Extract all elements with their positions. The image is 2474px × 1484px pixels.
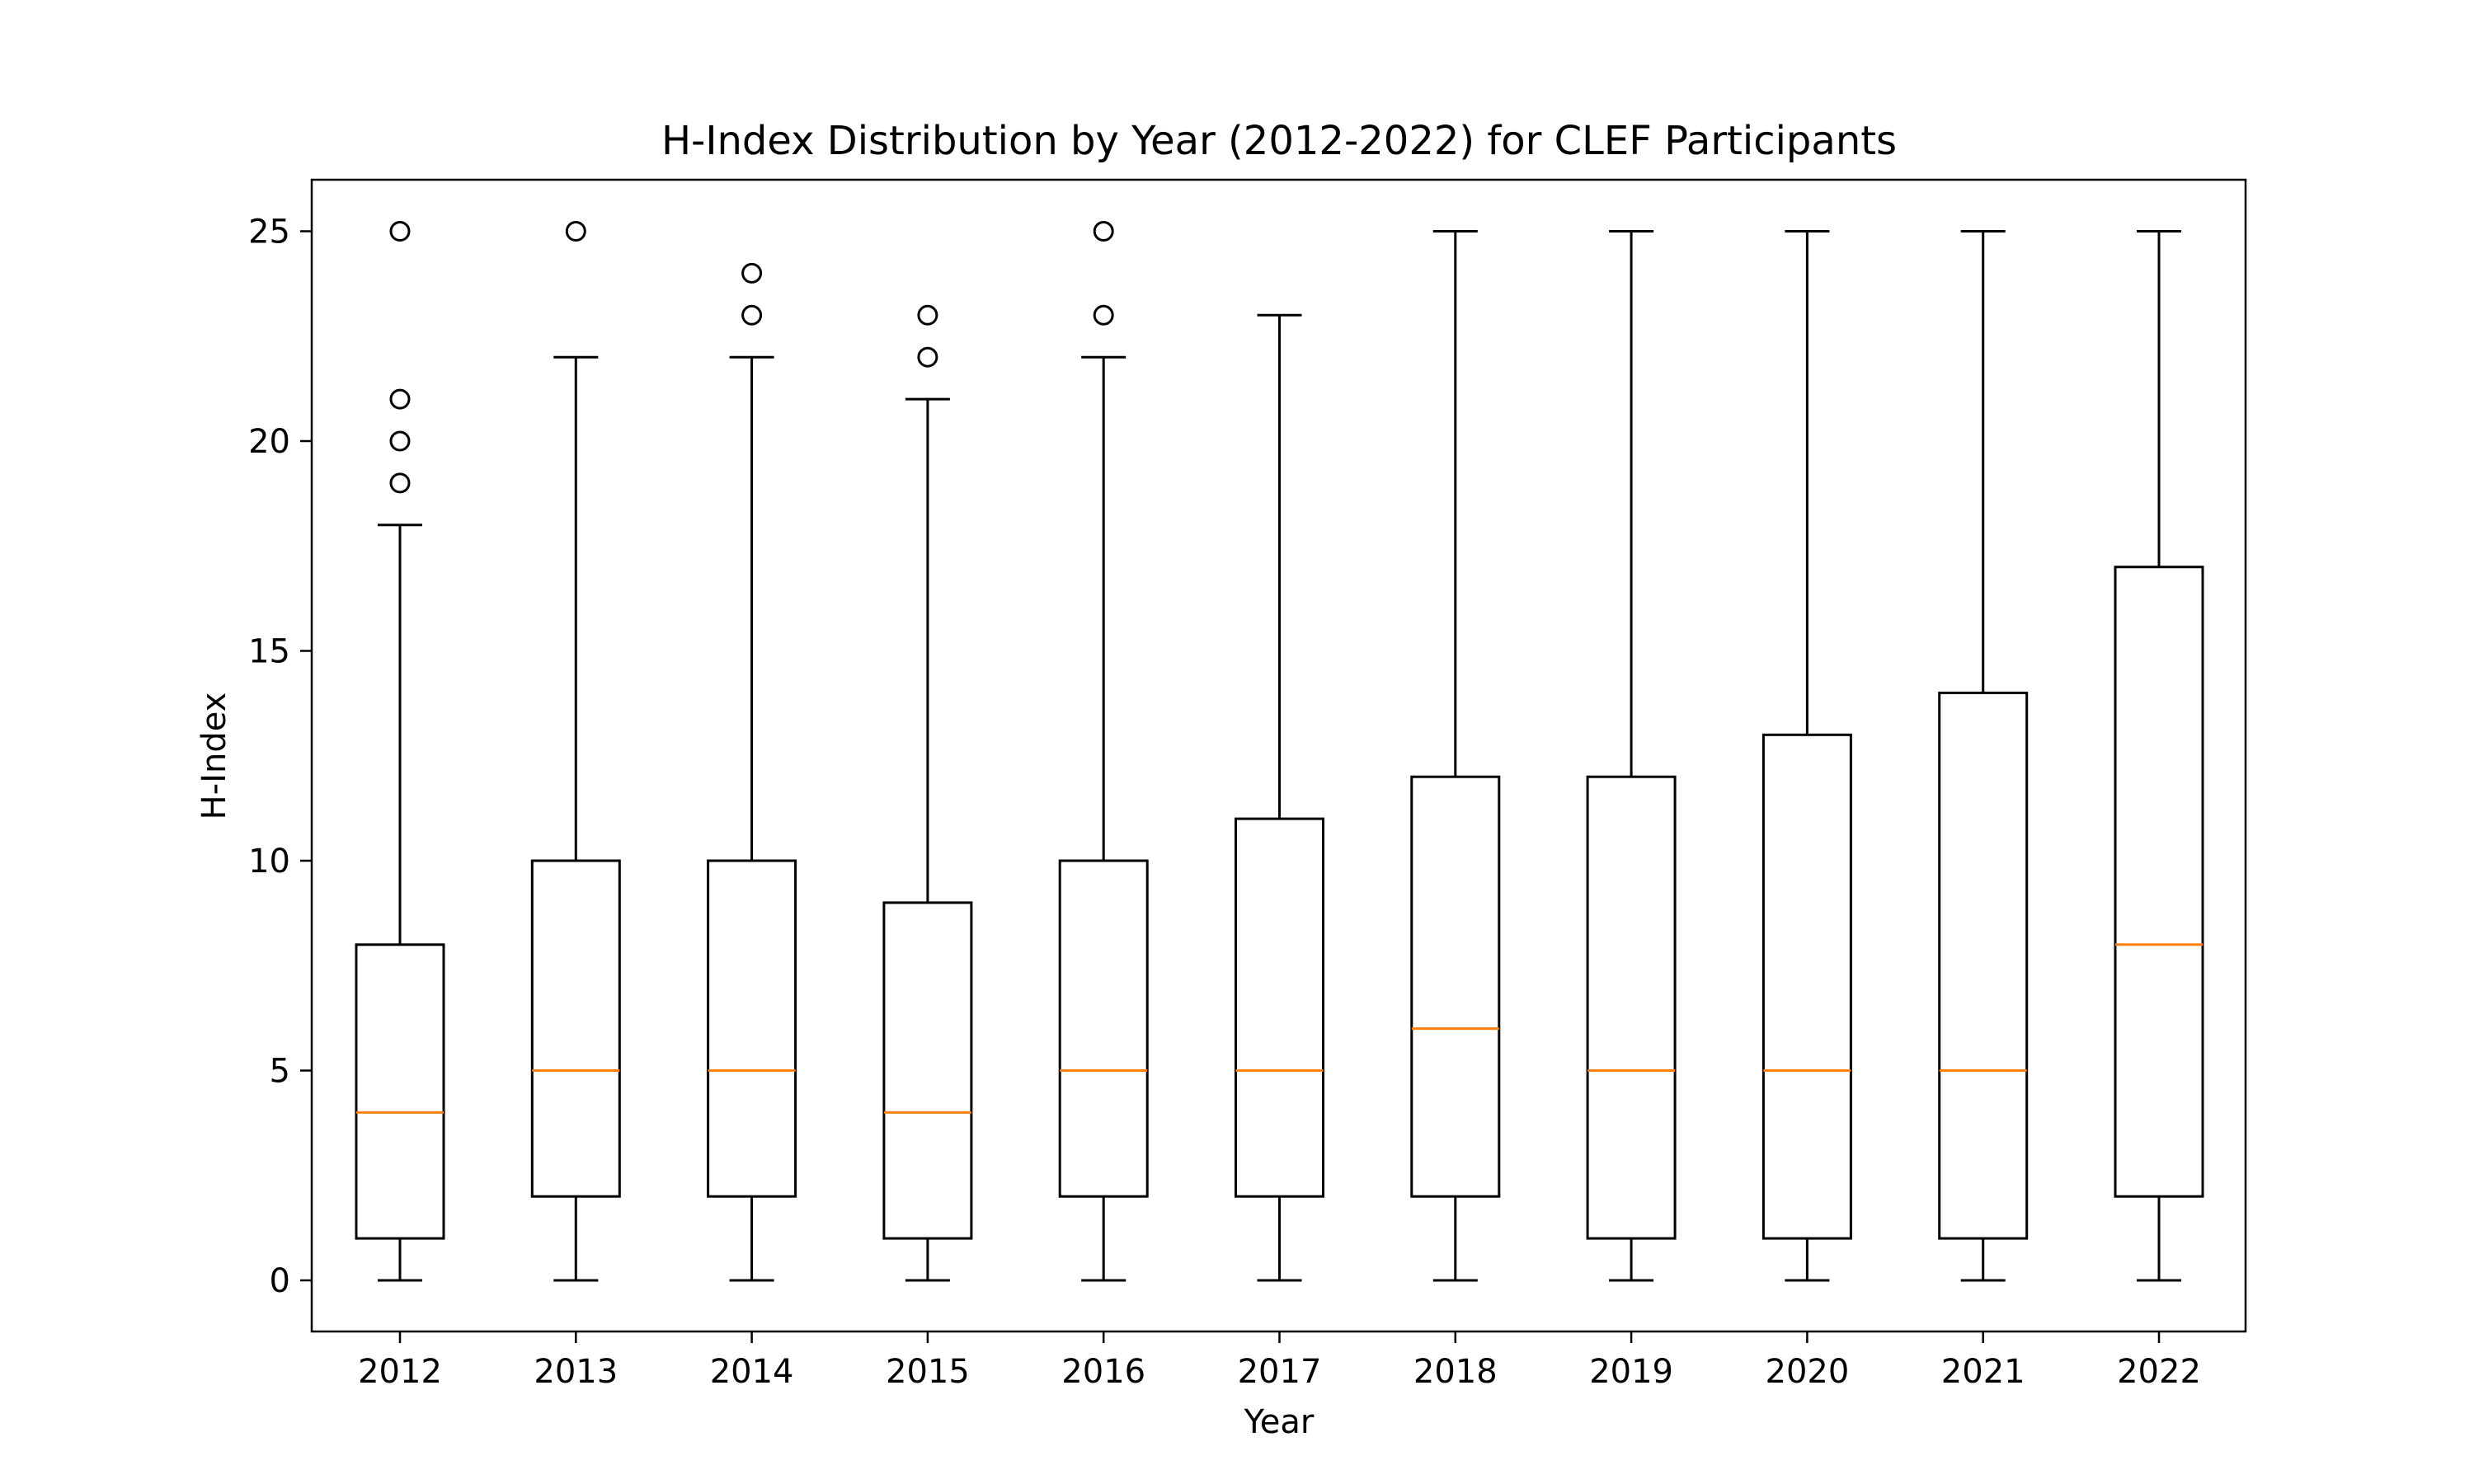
iqr-box <box>1761 733 1852 1240</box>
plot-area <box>355 221 2204 1282</box>
outlier-point <box>917 346 938 368</box>
y-tick-label: 10 <box>248 843 290 881</box>
iqr-box <box>1058 859 1149 1198</box>
y-tick-label: 15 <box>248 633 290 671</box>
outlier-point <box>389 221 411 242</box>
outlier-point <box>389 388 411 410</box>
x-tick-label: 2015 <box>886 1353 970 1391</box>
box-2015 <box>882 304 973 1282</box>
iqr-box <box>1235 817 1324 1198</box>
iqr-box <box>530 859 621 1198</box>
outlier-point <box>1093 304 1114 326</box>
x-tick-label: 2022 <box>2117 1353 2201 1391</box>
outlier-point <box>565 221 586 242</box>
x-tick-label: 2017 <box>1238 1353 1322 1391</box>
x-tick-label: 2021 <box>1941 1353 2025 1391</box>
y-tick-label: 25 <box>248 214 290 251</box>
x-tick-label: 2018 <box>1413 1353 1498 1391</box>
box-2018 <box>1410 230 1501 1282</box>
y-axis-label: H-Index <box>195 693 233 820</box>
box-2022 <box>2114 230 2204 1282</box>
iqr-box <box>1410 775 1501 1198</box>
iqr-box <box>355 943 445 1240</box>
outlier-point <box>741 304 763 326</box>
y-tick-label: 5 <box>270 1053 290 1091</box>
box-2017 <box>1235 313 1324 1282</box>
x-tick-label: 2020 <box>1766 1353 1850 1391</box>
iqr-box <box>1586 775 1677 1240</box>
box-2019 <box>1586 230 1677 1282</box>
outlier-point <box>389 430 411 452</box>
box-2020 <box>1761 230 1852 1282</box>
box-2014 <box>707 262 797 1282</box>
y-tick-label: 0 <box>270 1262 290 1300</box>
box-2021 <box>1938 230 2029 1282</box>
outlier-point <box>389 472 411 494</box>
x-tick-label: 2014 <box>710 1353 794 1391</box>
x-tick-label: 2013 <box>534 1353 618 1391</box>
box-2016 <box>1058 221 1149 1282</box>
iqr-box <box>882 901 973 1240</box>
x-tick-label: 2016 <box>1061 1353 1145 1391</box>
x-tick-label: 2012 <box>358 1353 442 1391</box>
y-tick-label: 20 <box>248 423 290 461</box>
chart-title: H-Index Distribution by Year (2012-2022)… <box>661 118 1897 164</box>
iqr-box <box>707 859 797 1198</box>
x-tick-label: 2019 <box>1589 1353 1673 1391</box>
outlier-point <box>917 304 938 326</box>
box-2013 <box>530 221 621 1282</box>
outlier-point <box>741 262 763 284</box>
outlier-point <box>1093 221 1114 242</box>
box-2012 <box>355 221 445 1282</box>
iqr-box <box>1938 691 2029 1240</box>
iqr-box <box>2114 566 2204 1198</box>
x-axis-label: Year <box>1244 1403 1315 1441</box>
